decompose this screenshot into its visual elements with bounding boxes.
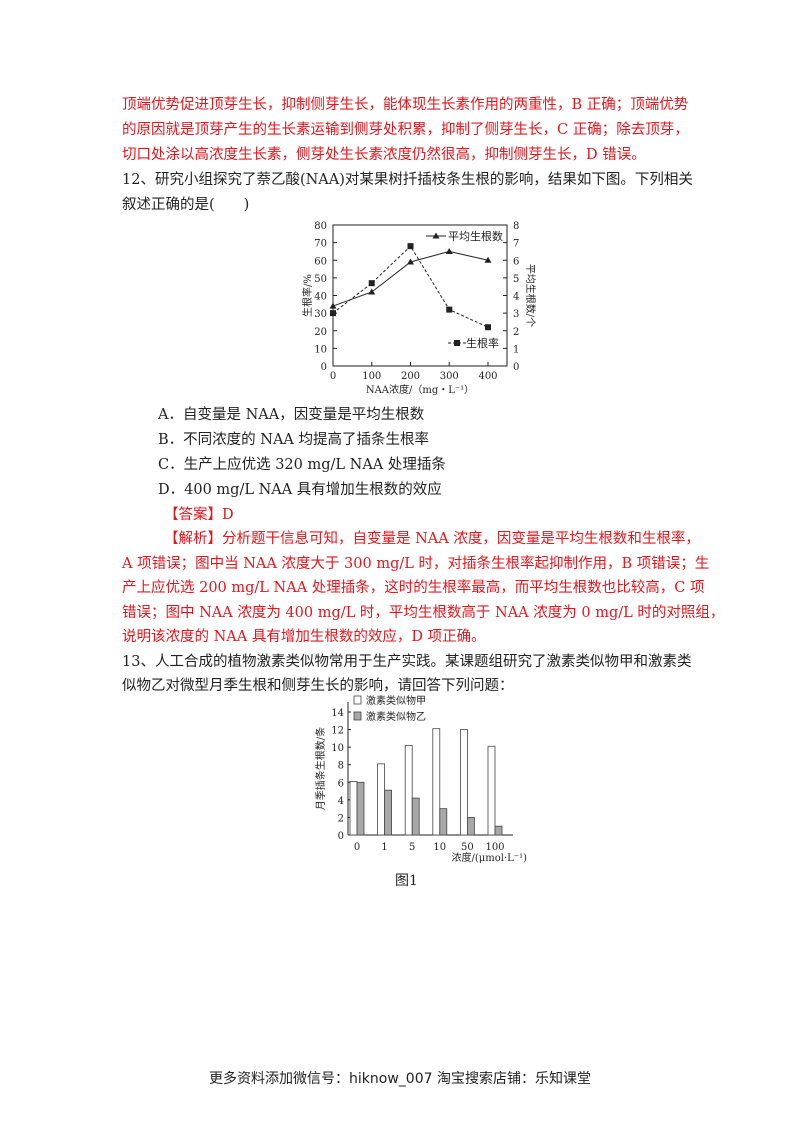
option-b: B．不同浓度的 NAA 均提高了插条生根率 — [158, 432, 430, 448]
y-tick-label: 0 — [338, 831, 344, 842]
x-axis-label: 浓度/(μmol·L⁻¹) — [452, 851, 528, 864]
bar-a — [377, 763, 386, 836]
y-tick-label-right: 3 — [513, 309, 519, 320]
analysis-line: 错误；图中 NAA 浓度为 400 mg/L 时，平均生根数高于 NAA 浓度为… — [122, 605, 725, 621]
legend-label: 激素类似物甲 — [366, 694, 426, 707]
data-point-triangle — [368, 288, 376, 295]
y-tick-label-right: 4 — [513, 292, 519, 303]
analysis-line: 【解析】分析题干信息可知，自变量是 NAA 浓度，因变量是平均生根数和生根率， — [164, 531, 700, 547]
legend-label: 激素类似物乙 — [366, 710, 426, 723]
legend-label: 生根率 — [466, 336, 499, 350]
legend-swatch — [353, 711, 362, 721]
x-tick-label: 0 — [354, 842, 360, 853]
analysis-line: 说明该浓度的 NAA 具有增加生根数的效应，D 项正确。 — [122, 629, 486, 645]
x-tick-label: 1 — [381, 842, 387, 853]
x-tick-label: 0 — [330, 371, 336, 382]
x-tick-label: 100 — [485, 842, 504, 853]
x-tick-label: 5 — [409, 842, 415, 853]
y-tick-label-right: 1 — [513, 344, 519, 355]
data-point-square — [485, 324, 491, 331]
x-tick-label: 50 — [461, 842, 474, 853]
y-tick-label: 8 — [338, 761, 344, 772]
question-13: 13、人工合成的植物激素类似物常用于生产实践。某课题组研究了激素类似物甲和激素类 — [122, 654, 692, 670]
y-tick-label-left: 0 — [321, 362, 327, 373]
y-tick-label-left: 50 — [314, 274, 327, 285]
y-tick-label-right: 6 — [513, 256, 519, 267]
bar-b — [384, 789, 393, 836]
question-12-cont: 叙述正确的是( ) — [122, 197, 250, 213]
y-tick-label-right: 7 — [513, 239, 519, 250]
y-axis-label-right: 平均生根数/个 — [524, 264, 537, 327]
data-point-triangle — [484, 256, 492, 263]
footer: 更多资料添加微信号：hiknow_007 淘宝搜索店铺：乐知课堂 — [209, 1071, 591, 1087]
data-point-triangle — [407, 258, 414, 265]
bar-a — [349, 781, 358, 836]
y-axis-label-left: 生根率/% — [301, 274, 314, 317]
y-tick-label: 4 — [338, 796, 344, 807]
analysis-line: 产上应优选 200 mg/L NAA 处理插条，这时的生根率最高，而平均生根数也… — [122, 580, 705, 596]
bar-b — [411, 797, 420, 836]
y-tick-label: 14 — [331, 708, 344, 719]
bar-b — [466, 817, 475, 836]
bar-a — [459, 729, 468, 836]
x-axis-label: NAA浓度/（mg・L⁻¹） — [366, 383, 474, 396]
y-tick-label-left: 70 — [314, 239, 327, 250]
bar-b — [494, 825, 503, 836]
y-tick-label-left: 60 — [314, 256, 327, 267]
bar-b — [439, 808, 448, 836]
data-point-square — [368, 280, 375, 287]
x-tick-label: 100 — [362, 371, 381, 382]
y-tick-label-left: 80 — [314, 221, 327, 232]
y-tick-label-left: 10 — [314, 344, 327, 355]
y-tick-label-right: 8 — [513, 221, 519, 232]
answer: 【答案】D — [164, 507, 234, 523]
data-point-square — [407, 243, 414, 250]
bar-a — [487, 745, 496, 836]
figure-caption: 图1 — [395, 873, 418, 889]
x-tick-label: 400 — [478, 371, 497, 382]
y-tick-label-right: 5 — [513, 274, 519, 285]
x-tick-label: 10 — [433, 842, 446, 853]
question-13-cont: 似物乙对微型月季生根和侧芽生长的影响，请回答下列问题： — [122, 678, 514, 694]
y-tick-label: 10 — [331, 743, 344, 754]
data-point-square — [330, 310, 336, 317]
y-tick-label: 2 — [338, 813, 344, 824]
option-d: D．400 mg/L NAA 具有增加生根数的效应 — [158, 482, 442, 498]
legend-label: 平均生根数 — [448, 229, 503, 243]
data-point-square — [446, 306, 453, 313]
y-tick-label-left: 20 — [314, 327, 327, 338]
series-line-square — [332, 245, 489, 328]
analysis-line: 的原因就是顶芽产生的生长素运输到侧芽处积累，抑制了侧芽生长，C 正确；除去顶芽， — [122, 122, 689, 138]
y-axis-label: 月季插条生根数/条 — [314, 727, 327, 810]
y-tick-label: 12 — [331, 726, 344, 737]
x-tick-label: 200 — [401, 371, 420, 382]
analysis-line: 顶端优势促进顶芽生长，抑制侧芽生长，能体现生长素作用的两重性，B 正确；顶端优势 — [122, 97, 689, 113]
bar-a — [432, 728, 441, 836]
y-tick-label-right: 2 — [513, 327, 519, 338]
y-tick-label-left: 40 — [314, 292, 327, 303]
bar-b — [356, 781, 365, 836]
analysis-line: 切口处涂以高浓度生长素，侧芽处生长素浓度仍然很高，抑制侧芽生长，D 错误。 — [122, 147, 646, 163]
y-tick-label-left: 30 — [314, 309, 327, 320]
option-a: A．自变量是 NAA，因变量是平均生根数 — [158, 407, 425, 423]
option-c: C．生产上应优选 320 mg/L NAA 处理插条 — [158, 457, 446, 473]
y-tick-label: 6 — [338, 778, 344, 789]
data-point-triangle — [329, 302, 337, 309]
analysis-line: A 项错误；图中当 NAA 浓度大于 300 mg/L 时，对插条生根率起抑制作… — [122, 556, 710, 572]
legend-swatch — [353, 695, 362, 705]
data-point-triangle — [445, 247, 453, 254]
legend-marker-square — [454, 340, 460, 346]
x-tick-label: 300 — [440, 371, 459, 382]
legend-marker-triangle — [432, 232, 440, 239]
y-tick-label-right: 0 — [513, 362, 519, 373]
question-12: 12、研究小组探究了萘乙酸(NAA)对某果树扦插枝条生根的影响，结果如下图。下列… — [122, 172, 693, 188]
bar-a — [404, 744, 413, 836]
